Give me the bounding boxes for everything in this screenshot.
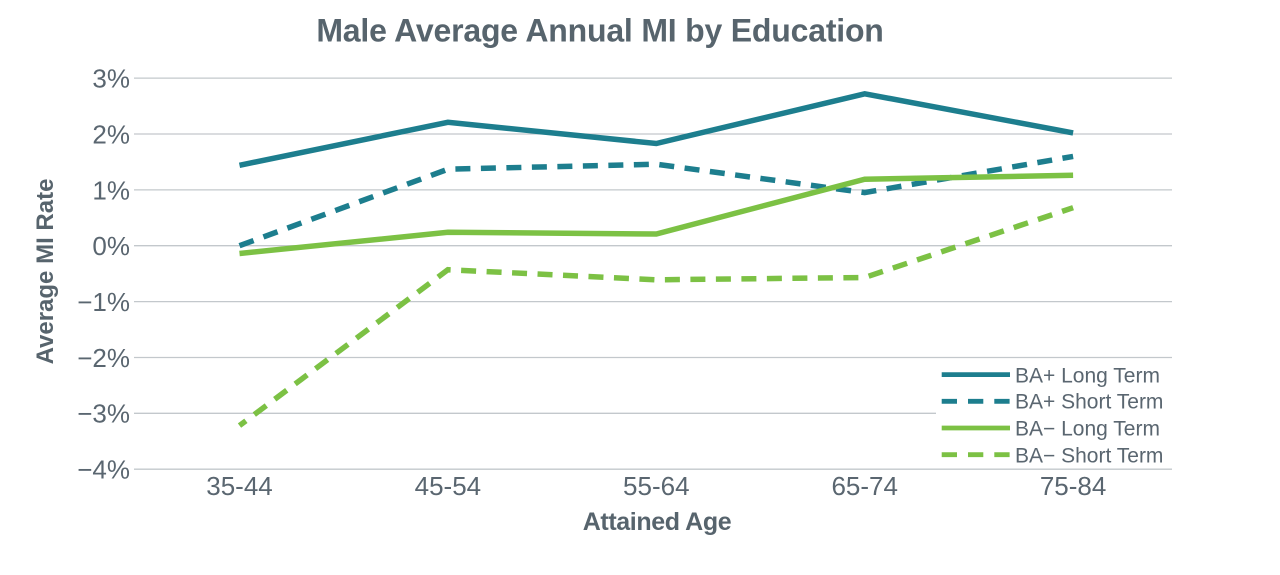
- svg-text:−2%: −2%: [77, 343, 130, 373]
- svg-text:Attained Age: Attained Age: [583, 508, 732, 536]
- svg-text:BA− Long Term: BA− Long Term: [1015, 418, 1160, 441]
- svg-text:−1%: −1%: [77, 287, 130, 317]
- svg-text:55-64: 55-64: [623, 471, 690, 501]
- svg-text:BA− Short Term: BA− Short Term: [1015, 444, 1163, 467]
- svg-text:75-84: 75-84: [1040, 471, 1107, 501]
- svg-text:0%: 0%: [92, 231, 130, 261]
- svg-text:BA+ Short Term: BA+ Short Term: [1015, 390, 1163, 413]
- svg-text:1%: 1%: [92, 175, 130, 205]
- svg-text:45-54: 45-54: [415, 471, 482, 501]
- svg-text:35-44: 35-44: [206, 471, 273, 501]
- svg-text:2%: 2%: [92, 119, 130, 149]
- svg-text:−4%: −4%: [77, 455, 130, 485]
- svg-text:3%: 3%: [92, 64, 130, 94]
- svg-text:BA+ Long Term: BA+ Long Term: [1015, 364, 1160, 387]
- svg-text:65-74: 65-74: [831, 471, 898, 501]
- svg-text:Average MI Rate: Average MI Rate: [32, 179, 59, 365]
- svg-text:−3%: −3%: [77, 399, 130, 429]
- svg-text:Male Average Annual MI by Educ: Male Average Annual MI by Education: [316, 12, 883, 48]
